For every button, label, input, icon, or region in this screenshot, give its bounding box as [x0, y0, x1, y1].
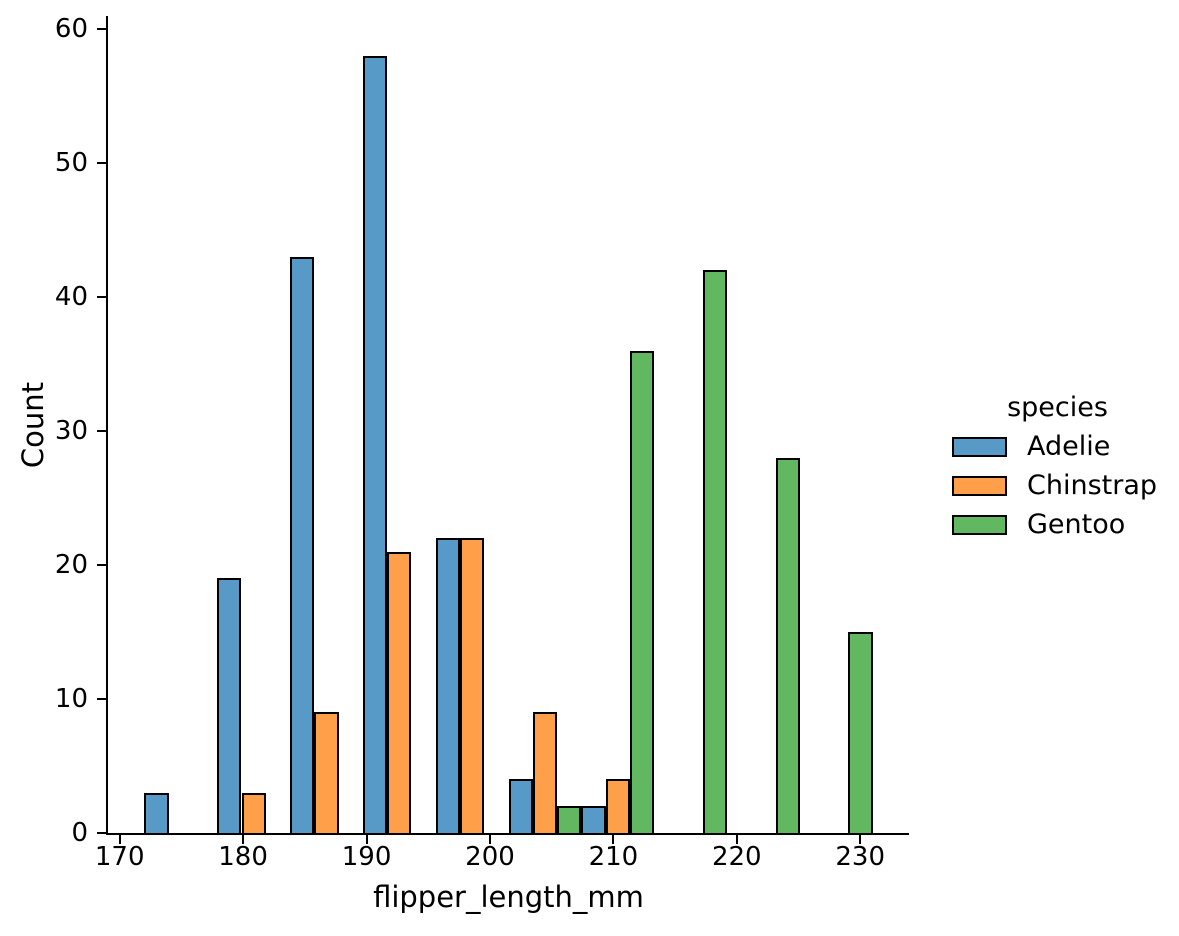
x-tick-label-170: 170 — [94, 842, 145, 872]
x-axis-label: flipper_length_mm — [373, 880, 644, 914]
bar-chinstrap-bin2 — [241, 792, 266, 835]
bar-adelie-bin2 — [217, 578, 242, 835]
y-tick-label-50: 50 — [54, 148, 88, 178]
legend-swatch-gentoo — [952, 515, 1007, 535]
y-tick-mark-60 — [97, 28, 107, 31]
bar-chinstrap-bin4 — [387, 551, 412, 835]
x-tick-mark-230 — [859, 835, 862, 844]
legend-item-adelie: Adelie — [945, 431, 1111, 462]
legend-item-gentoo: Gentoo — [945, 509, 1126, 540]
legend-label-chinstrap: Chinstrap — [1027, 470, 1158, 501]
y-tick-label-60: 60 — [54, 14, 88, 45]
x-tick-label-200: 200 — [465, 842, 515, 872]
bar-adelie-bin7 — [581, 806, 606, 835]
legend-label-gentoo: Gentoo — [1027, 509, 1126, 540]
y-tick-mark-30 — [97, 430, 107, 432]
y-tick-mark-20 — [97, 564, 107, 566]
y-tick-mark-40 — [97, 296, 107, 298]
y-tick-label-0: 0 — [71, 818, 88, 848]
legend-label-adelie: Adelie — [1027, 431, 1111, 462]
y-tick-mark-50 — [97, 162, 107, 164]
bar-gentoo-bin9 — [775, 457, 800, 835]
x-tick-label-220: 220 — [711, 842, 762, 872]
legend-title: species — [1007, 392, 1108, 423]
bar-gentoo-bin7 — [629, 350, 655, 835]
legend-swatch-adelie — [952, 437, 1007, 457]
y-tick-label-30: 30 — [54, 416, 88, 446]
bar-adelie-bin4 — [362, 55, 388, 835]
bar-chinstrap-bin3 — [314, 712, 339, 835]
x-tick-label-230: 230 — [835, 842, 885, 872]
y-axis-spine — [106, 16, 108, 835]
y-tick-mark-0 — [97, 832, 107, 834]
x-tick-mark-200 — [489, 835, 491, 844]
bar-gentoo-bin10 — [848, 632, 873, 835]
x-tick-label-190: 190 — [341, 842, 392, 872]
y-tick-mark-10 — [97, 698, 107, 700]
bar-gentoo-bin8 — [702, 270, 727, 835]
bar-adelie-bin1 — [144, 792, 169, 835]
bar-chinstrap-bin5 — [460, 538, 485, 835]
x-tick-mark-220 — [735, 835, 738, 844]
bar-chinstrap-bin7 — [605, 779, 630, 835]
x-tick-label-210: 210 — [588, 842, 639, 872]
y-tick-label-10: 10 — [54, 684, 88, 714]
bar-adelie-bin6 — [508, 779, 533, 835]
x-tick-mark-180 — [242, 835, 245, 844]
x-tick-mark-190 — [365, 835, 368, 844]
bar-chinstrap-bin6 — [532, 712, 558, 835]
y-tick-label-20: 20 — [54, 550, 88, 580]
x-axis-spine — [106, 833, 909, 835]
legend-item-chinstrap: Chinstrap — [945, 470, 1158, 501]
y-tick-label-40: 40 — [54, 282, 88, 312]
legend-swatch-chinstrap — [952, 476, 1007, 496]
x-tick-mark-210 — [612, 835, 615, 844]
y-axis-label: Count — [16, 381, 50, 469]
x-tick-label-180: 180 — [218, 842, 268, 872]
x-tick-mark-170 — [118, 835, 121, 844]
bar-adelie-bin5 — [435, 538, 460, 835]
